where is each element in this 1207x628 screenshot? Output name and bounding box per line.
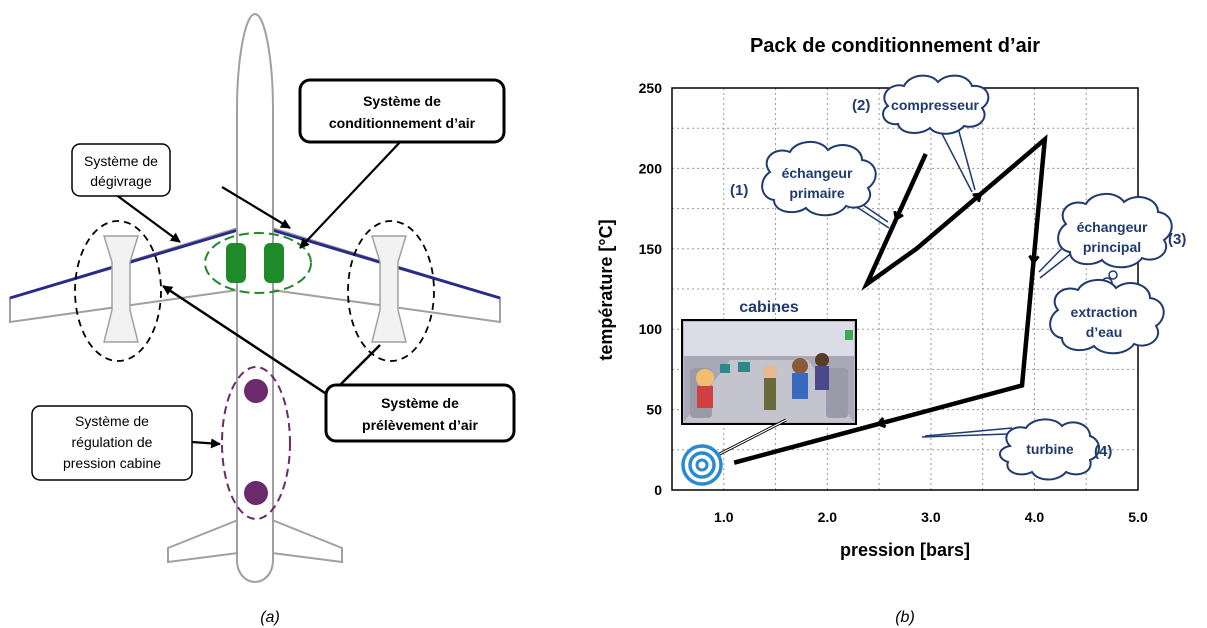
svg-text:conditionnement d’air: conditionnement d’air [329, 115, 476, 131]
caption-b: (b) [895, 609, 915, 626]
cabin-illustration [681, 319, 857, 425]
svg-text:Système de: Système de [363, 93, 441, 109]
svg-text:échangeur: échangeur [1077, 219, 1148, 235]
svg-text:prélèvement d’air: prélèvement d’air [362, 417, 478, 433]
cloud-echangeur-primaire: échangeur primaire [761, 141, 890, 229]
cloud-compresseur: compresseur [882, 74, 990, 193]
cycle-direction-chevron [972, 192, 983, 203]
svg-text:extraction: extraction [1071, 304, 1138, 320]
x-tick-label: 3.0 [921, 509, 941, 525]
aircraft-diagram [9, 12, 501, 584]
cloud-echangeur-principal: échangeur principal [1038, 193, 1173, 279]
step-3: (3) [1168, 231, 1186, 248]
engine-right [370, 235, 408, 343]
engine-left-zone [74, 220, 162, 362]
x-tick-label: 2.0 [818, 509, 838, 525]
y-tick-label: 250 [639, 80, 663, 96]
svg-text:Système de: Système de [84, 153, 158, 169]
y-tick-label: 50 [646, 402, 662, 418]
x-tick-label: 4.0 [1025, 509, 1045, 525]
svg-text:compresseur: compresseur [891, 97, 979, 113]
outflow-valve-bottom [244, 481, 268, 505]
label-degivrage: Système de dégivrage [71, 143, 171, 197]
y-axis-label: température [°C] [596, 219, 616, 360]
cycle-direction-chevron [893, 210, 904, 222]
label-conditionnement: Système de conditionnement d’air [298, 78, 506, 144]
target-icon [681, 444, 723, 486]
pressure-zone [221, 366, 291, 520]
pack-right [264, 243, 284, 283]
cycle-direction-chevron [875, 417, 887, 429]
x-axis-label: pression [bars] [840, 540, 970, 560]
label-regulation: Système de régulation de pression cabine [31, 405, 193, 481]
svg-text:pression cabine: pression cabine [63, 455, 161, 471]
svg-text:Système de: Système de [75, 413, 149, 429]
outflow-valve-top [244, 379, 268, 403]
svg-text:turbine: turbine [1026, 441, 1074, 457]
chart-title: Pack de conditionnement d’air [750, 35, 1040, 57]
svg-text:principal: principal [1083, 239, 1141, 255]
y-tick-label: 150 [639, 241, 663, 257]
step-4: (4) [1094, 443, 1112, 460]
cloud-extraction: extraction d’eau [1049, 270, 1165, 355]
x-tick-label: 5.0 [1128, 509, 1148, 525]
svg-text:primaire: primaire [789, 185, 844, 201]
svg-text:d’eau: d’eau [1086, 324, 1123, 340]
label-prelevement: Système de prélèvement d’air [324, 383, 516, 443]
svg-text:Système de: Système de [381, 395, 459, 411]
fuselage [236, 12, 274, 584]
cloud-turbine: turbine [921, 418, 1100, 481]
engine-right-zone [347, 220, 435, 362]
step-2: (2) [852, 97, 870, 114]
svg-text:dégivrage: dégivrage [90, 173, 152, 189]
svg-text:échangeur: échangeur [782, 165, 853, 181]
x-tick-label: 1.0 [714, 509, 734, 525]
cabines-label: cabines [739, 299, 799, 316]
pack-left [226, 243, 246, 283]
svg-text:régulation de: régulation de [72, 434, 153, 450]
y-tick-label: 200 [639, 160, 663, 176]
x-tick-labels: 1.0 2.0 3.0 4.0 5.0 [714, 509, 1148, 525]
cycle-direction-marks [875, 192, 1040, 429]
engine-left [102, 235, 140, 343]
pack-zone [204, 232, 312, 294]
y-tick-label: 100 [639, 321, 663, 337]
cycle-direction-chevron [1028, 254, 1040, 266]
step-1: (1) [730, 182, 748, 199]
y-tick-label: 0 [654, 482, 662, 498]
caption-a: (a) [260, 609, 280, 626]
y-tick-labels: 0 50 100 150 200 250 [639, 80, 663, 498]
